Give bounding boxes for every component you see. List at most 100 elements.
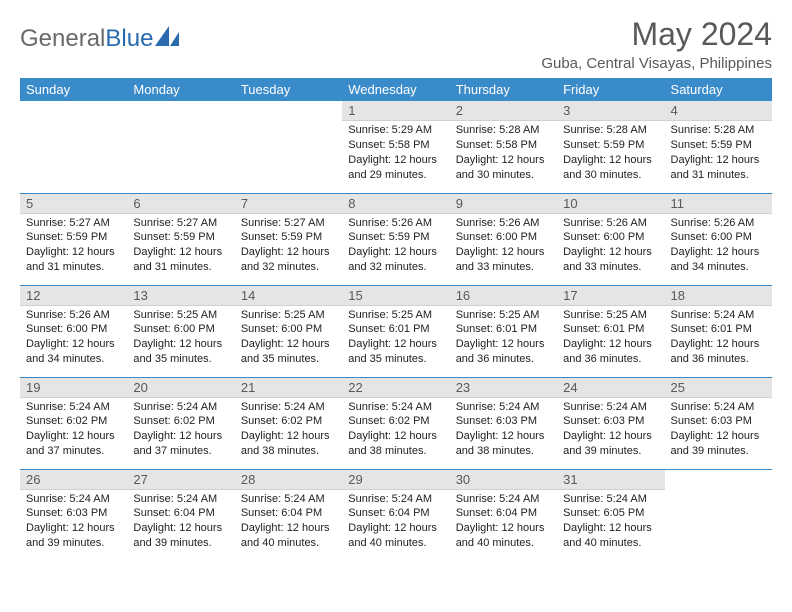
day-info-line: and 37 minutes. <box>26 444 121 459</box>
day-info-line: Sunrise: 5:24 AM <box>348 400 443 415</box>
calendar-day-cell: 14Sunrise: 5:25 AMSunset: 6:00 PMDayligh… <box>235 285 342 377</box>
day-info-line: and 35 minutes. <box>133 352 228 367</box>
weekday-header-row: SundayMondayTuesdayWednesdayThursdayFrid… <box>20 78 772 101</box>
day-info-line: Daylight: 12 hours <box>241 429 336 444</box>
day-number: 13 <box>127 286 234 306</box>
day-info: Sunrise: 5:24 AMSunset: 6:04 PMDaylight:… <box>342 490 449 555</box>
day-info-line: Sunrise: 5:26 AM <box>563 216 658 231</box>
day-info: Sunrise: 5:24 AMSunset: 6:02 PMDaylight:… <box>235 398 342 463</box>
day-info-line: Sunset: 6:01 PM <box>456 322 551 337</box>
day-info-line: Daylight: 12 hours <box>456 429 551 444</box>
day-number: 21 <box>235 378 342 398</box>
day-info: Sunrise: 5:25 AMSunset: 6:01 PMDaylight:… <box>342 306 449 371</box>
calendar-week-row: 19Sunrise: 5:24 AMSunset: 6:02 PMDayligh… <box>20 377 772 469</box>
calendar-day-cell: 13Sunrise: 5:25 AMSunset: 6:00 PMDayligh… <box>127 285 234 377</box>
day-number: 7 <box>235 194 342 214</box>
day-info-line: Daylight: 12 hours <box>563 429 658 444</box>
day-info-line: Sunrise: 5:28 AM <box>456 123 551 138</box>
day-info-line: Daylight: 12 hours <box>26 521 121 536</box>
day-info-line: Sunset: 6:04 PM <box>348 506 443 521</box>
day-info-line: Sunrise: 5:26 AM <box>26 308 121 323</box>
day-info-line: Sunset: 6:04 PM <box>241 506 336 521</box>
day-info: Sunrise: 5:25 AMSunset: 6:01 PMDaylight:… <box>557 306 664 371</box>
day-info-line: Daylight: 12 hours <box>671 429 766 444</box>
calendar-day-cell: 25Sunrise: 5:24 AMSunset: 6:03 PMDayligh… <box>665 377 772 469</box>
day-info-line: Sunrise: 5:24 AM <box>241 492 336 507</box>
day-info-line: Sunset: 6:00 PM <box>133 322 228 337</box>
day-info-line: and 35 minutes. <box>348 352 443 367</box>
calendar-day-cell: 4Sunrise: 5:28 AMSunset: 5:59 PMDaylight… <box>665 101 772 193</box>
day-info: Sunrise: 5:28 AMSunset: 5:59 PMDaylight:… <box>557 121 664 186</box>
day-info-line: Daylight: 12 hours <box>671 153 766 168</box>
day-info: Sunrise: 5:26 AMSunset: 6:00 PMDaylight:… <box>557 214 664 279</box>
calendar-day-cell: 2Sunrise: 5:28 AMSunset: 5:58 PMDaylight… <box>450 101 557 193</box>
day-info: Sunrise: 5:24 AMSunset: 6:05 PMDaylight:… <box>557 490 664 555</box>
day-info-line: Daylight: 12 hours <box>348 245 443 260</box>
day-info-line: Sunset: 6:03 PM <box>671 414 766 429</box>
day-info-line: and 38 minutes. <box>456 444 551 459</box>
day-info: Sunrise: 5:24 AMSunset: 6:03 PMDaylight:… <box>20 490 127 555</box>
day-info-line: Sunset: 6:02 PM <box>26 414 121 429</box>
day-info-line: Sunrise: 5:24 AM <box>563 400 658 415</box>
calendar-day-cell: 8Sunrise: 5:26 AMSunset: 5:59 PMDaylight… <box>342 193 449 285</box>
day-number: 26 <box>20 470 127 490</box>
day-info-line: Daylight: 12 hours <box>348 429 443 444</box>
day-info-line: Sunrise: 5:25 AM <box>456 308 551 323</box>
day-info-line: and 29 minutes. <box>348 168 443 183</box>
day-number: 20 <box>127 378 234 398</box>
weekday-header: Wednesday <box>342 78 449 101</box>
calendar-day-cell: 15Sunrise: 5:25 AMSunset: 6:01 PMDayligh… <box>342 285 449 377</box>
day-info-line: Sunset: 5:58 PM <box>456 138 551 153</box>
day-info-line: and 31 minutes. <box>26 260 121 275</box>
day-info-line: Sunset: 6:05 PM <box>563 506 658 521</box>
day-info-line: Sunrise: 5:26 AM <box>348 216 443 231</box>
day-info-line: Sunset: 6:01 PM <box>348 322 443 337</box>
day-info-line: Sunrise: 5:24 AM <box>671 400 766 415</box>
calendar-day-cell: 22Sunrise: 5:24 AMSunset: 6:02 PMDayligh… <box>342 377 449 469</box>
day-info-line: Sunset: 6:00 PM <box>26 322 121 337</box>
day-info-line: Sunrise: 5:25 AM <box>348 308 443 323</box>
calendar-week-row: 1Sunrise: 5:29 AMSunset: 5:58 PMDaylight… <box>20 101 772 193</box>
day-info-line: and 33 minutes. <box>456 260 551 275</box>
day-info-line: Sunrise: 5:24 AM <box>241 400 336 415</box>
day-info-line: and 38 minutes. <box>241 444 336 459</box>
day-number: 30 <box>450 470 557 490</box>
day-info: Sunrise: 5:24 AMSunset: 6:04 PMDaylight:… <box>127 490 234 555</box>
day-info-line: and 37 minutes. <box>133 444 228 459</box>
weekday-header: Sunday <box>20 78 127 101</box>
calendar-day-cell: 17Sunrise: 5:25 AMSunset: 6:01 PMDayligh… <box>557 285 664 377</box>
day-info-line: Daylight: 12 hours <box>241 521 336 536</box>
day-info-line: and 30 minutes. <box>563 168 658 183</box>
calendar-day-cell: 9Sunrise: 5:26 AMSunset: 6:00 PMDaylight… <box>450 193 557 285</box>
day-info-line: and 40 minutes. <box>563 536 658 551</box>
day-info-line: Sunset: 6:03 PM <box>456 414 551 429</box>
day-number: 15 <box>342 286 449 306</box>
day-info-line: Sunrise: 5:27 AM <box>241 216 336 231</box>
calendar-day-cell: 11Sunrise: 5:26 AMSunset: 6:00 PMDayligh… <box>665 193 772 285</box>
day-number: 11 <box>665 194 772 214</box>
calendar-day-cell: 31Sunrise: 5:24 AMSunset: 6:05 PMDayligh… <box>557 469 664 561</box>
day-info: Sunrise: 5:24 AMSunset: 6:04 PMDaylight:… <box>235 490 342 555</box>
day-info-line: Daylight: 12 hours <box>671 337 766 352</box>
day-info-line: Sunset: 6:00 PM <box>456 230 551 245</box>
day-number: 17 <box>557 286 664 306</box>
day-info-line: Daylight: 12 hours <box>133 429 228 444</box>
day-info-line: Daylight: 12 hours <box>26 245 121 260</box>
day-info-line: and 40 minutes. <box>456 536 551 551</box>
day-info-line: and 39 minutes. <box>26 536 121 551</box>
calendar-day-cell <box>20 101 127 193</box>
calendar-week-row: 5Sunrise: 5:27 AMSunset: 5:59 PMDaylight… <box>20 193 772 285</box>
day-info: Sunrise: 5:24 AMSunset: 6:01 PMDaylight:… <box>665 306 772 371</box>
page-subtitle: Guba, Central Visayas, Philippines <box>541 55 772 72</box>
day-info: Sunrise: 5:26 AMSunset: 6:00 PMDaylight:… <box>665 214 772 279</box>
weekday-header: Saturday <box>665 78 772 101</box>
day-number: 6 <box>127 194 234 214</box>
calendar-day-cell <box>235 101 342 193</box>
day-info: Sunrise: 5:26 AMSunset: 5:59 PMDaylight:… <box>342 214 449 279</box>
calendar-day-cell: 16Sunrise: 5:25 AMSunset: 6:01 PMDayligh… <box>450 285 557 377</box>
day-info-line: Sunset: 6:03 PM <box>563 414 658 429</box>
calendar-day-cell: 6Sunrise: 5:27 AMSunset: 5:59 PMDaylight… <box>127 193 234 285</box>
day-info-line: Daylight: 12 hours <box>348 337 443 352</box>
day-info-line: Sunset: 5:59 PM <box>133 230 228 245</box>
day-info-line: and 33 minutes. <box>563 260 658 275</box>
